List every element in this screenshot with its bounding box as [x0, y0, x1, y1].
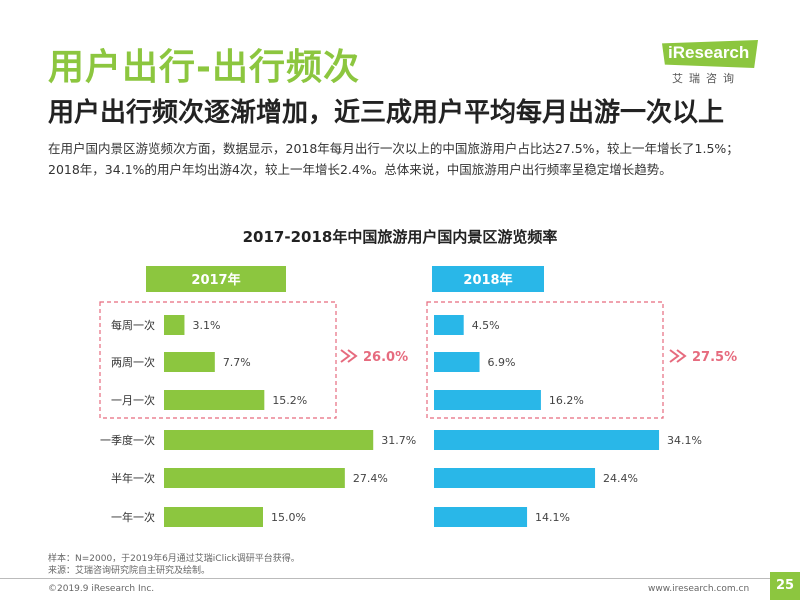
highlight-box-0 — [99, 301, 337, 419]
bar-0-1 — [164, 352, 215, 372]
logo-brand-cn: 艾瑞咨询 — [672, 72, 740, 85]
bar-value-label: 16.2% — [549, 394, 584, 407]
footer-divider — [0, 578, 800, 579]
bar-value-label: 34.1% — [667, 434, 702, 447]
logo-mark-shape — [662, 40, 758, 68]
iresearch-logo: iResearch 艾瑞咨询 — [662, 40, 758, 86]
bar-0-0 — [164, 315, 185, 335]
bar-1-3 — [434, 430, 660, 450]
bar-1-0 — [434, 315, 464, 335]
bar-value-label: 4.5% — [472, 319, 500, 332]
bar-1-5 — [434, 507, 528, 527]
frequency-bar-chart: 2017年 3.1% 7.7% 15.2% 31.7% 27.4% 15.0% 26.0% 20… — [99, 266, 737, 527]
source-note: 来源：艾瑞咨询研究院自主研究及绘制。 — [48, 566, 211, 576]
arrow-icon-1 — [669, 349, 680, 363]
bar-value-label: 6.9% — [488, 356, 516, 369]
bar-0-2 — [164, 390, 265, 410]
series-header-1 — [432, 266, 544, 292]
bar-value-label: 7.7% — [223, 356, 251, 369]
bar-1-2 — [434, 390, 541, 410]
category-label: 一年一次 — [111, 510, 155, 524]
bar-0-3 — [164, 430, 374, 450]
intro-paragraph: 在用户国内景区游览频次方面，数据显示，2018年每月出行一次以上的中国旅游用户占… — [48, 141, 739, 177]
series-header-label-0: 2017年 — [191, 272, 240, 288]
page-title: 用户出行-出行频次 — [48, 47, 360, 88]
copyright-text: ©2019.9 iResearch Inc. — [48, 584, 155, 594]
bar-value-label: 14.1% — [535, 511, 570, 524]
highlight-box-1 — [426, 301, 664, 419]
sample-note: 样本：N=2000，于2019年6月通过艾瑞iClick调研平台获得。 — [48, 554, 300, 564]
arrow-icon-tail-0 — [347, 349, 358, 363]
category-label: 每周一次 — [111, 318, 155, 332]
category-label: 两周一次 — [111, 355, 155, 369]
bar-0-4 — [164, 468, 345, 488]
page-number: 25 — [770, 572, 800, 600]
grouped-total-0: 26.0% — [363, 350, 408, 365]
series-header-0 — [146, 266, 286, 292]
bar-1-4 — [434, 468, 596, 488]
bar-value-label: 31.7% — [381, 434, 416, 447]
grouped-total-1: 27.5% — [692, 350, 737, 365]
category-label: 半年一次 — [111, 471, 155, 485]
category-label: 一季度一次 — [100, 433, 155, 447]
bar-value-label: 3.1% — [192, 319, 220, 332]
bar-0-5 — [164, 507, 263, 527]
website-url[interactable]: www.iresearch.com.cn — [648, 584, 750, 594]
arrow-icon-0 — [340, 349, 351, 363]
bar-value-label: 15.2% — [272, 394, 307, 407]
page-subtitle: 用户出行频次逐渐增加，近三成用户平均每月出游一次以上 — [48, 98, 725, 128]
logo-brand-text: iResearch — [668, 43, 750, 62]
chart-title: 2017-2018年中国旅游用户国内景区游览频率 — [242, 228, 558, 246]
bar-1-1 — [434, 352, 480, 372]
bar-value-label: 15.0% — [271, 511, 306, 524]
series-header-label-1: 2018年 — [463, 272, 512, 288]
arrow-icon-tail-1 — [676, 349, 687, 363]
bar-value-label: 24.4% — [603, 472, 638, 485]
category-label: 一月一次 — [111, 393, 155, 407]
bar-value-label: 27.4% — [353, 472, 388, 485]
